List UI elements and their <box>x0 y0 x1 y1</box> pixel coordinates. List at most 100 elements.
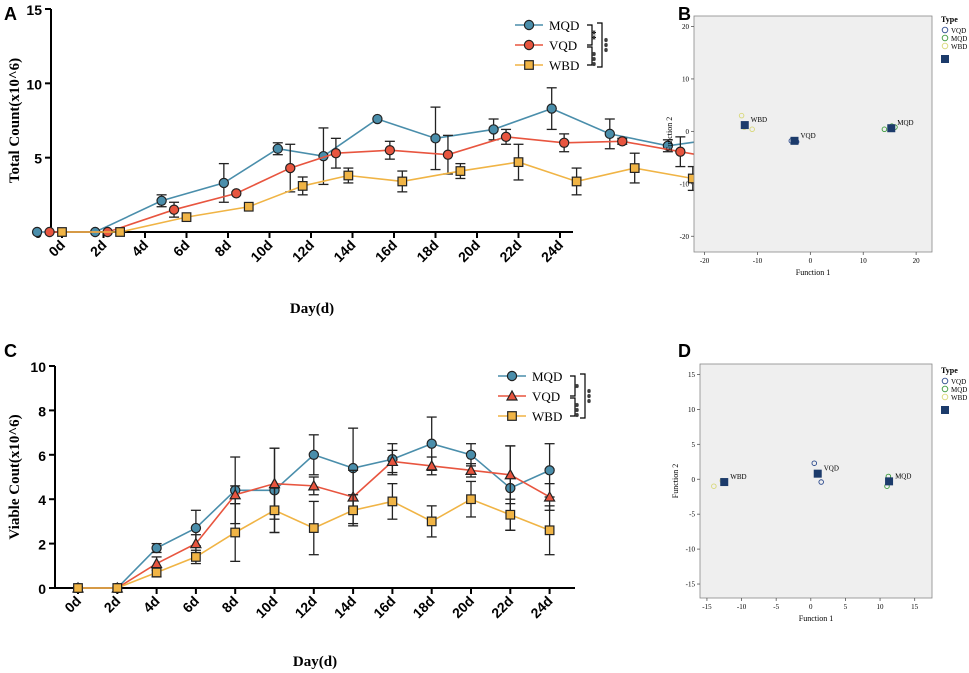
panel-letter-d: D <box>678 341 691 361</box>
significance-brackets: ******** <box>587 22 614 68</box>
data-point <box>629 163 640 173</box>
data-point <box>425 459 438 471</box>
x-tick-label: 5 <box>844 603 848 611</box>
x-tick-label: 14d <box>330 237 358 265</box>
legend-label: MQD <box>951 386 967 394</box>
group-point <box>711 483 717 489</box>
group-centroid <box>720 478 729 487</box>
panel-letter-a: A <box>4 4 17 24</box>
data-point <box>546 103 557 114</box>
y-tick-label: 15 <box>26 2 42 18</box>
x-tick-label: 18d <box>409 593 437 621</box>
data-point <box>387 496 398 507</box>
data-point <box>348 505 358 516</box>
legend-marker <box>506 370 518 382</box>
x-tick-label: 20d <box>449 593 477 621</box>
y-axis-title: Viable Cout(x10^6) <box>7 414 23 539</box>
legend-label: WBD <box>951 43 967 51</box>
x-tick-label: 2d <box>87 237 110 260</box>
data-point <box>604 128 616 140</box>
data-point <box>181 212 192 223</box>
legend-label: VQD <box>532 389 560 404</box>
x-tick-label: -15 <box>702 603 712 611</box>
data-point <box>455 166 466 176</box>
data-point <box>426 438 437 449</box>
bracket-mqd-wbd <box>580 373 586 419</box>
x-tick-label: 22d <box>488 593 516 621</box>
x-tick-label: -20 <box>700 257 710 265</box>
centroid-label: WBD <box>730 473 746 481</box>
data-point <box>151 567 162 578</box>
x-tick-label: 16d <box>372 237 400 265</box>
legend-label: VQD <box>951 27 966 35</box>
series-line-wbd <box>62 161 751 233</box>
legend-marker <box>941 34 949 42</box>
x-tick-label: 15 <box>911 603 919 611</box>
data-point <box>500 131 512 143</box>
group-vqd: VQD <box>788 132 816 145</box>
x-tick-label: 24d <box>527 593 555 621</box>
y-tick-label: 4 <box>38 492 46 508</box>
data-point <box>112 583 123 593</box>
data-point <box>662 140 674 151</box>
group-mqd: MQD <box>881 119 914 133</box>
x-tick-label: 16d <box>370 593 398 621</box>
y-tick-label: 8 <box>38 403 46 419</box>
series-wbd <box>57 143 756 237</box>
plot-area <box>693 15 933 253</box>
group-point <box>818 479 824 485</box>
group-point <box>749 126 755 133</box>
y-tick-label: -10 <box>686 546 696 554</box>
significance-mqd-vqd: ** <box>591 30 602 40</box>
data-point <box>466 494 476 505</box>
data-point <box>190 522 202 534</box>
significance-brackets: ******* <box>570 373 597 419</box>
data-point <box>465 449 477 460</box>
legend-title: Type <box>941 15 958 24</box>
data-point <box>115 227 126 237</box>
y-tick-label: 5 <box>34 151 42 167</box>
data-point <box>543 490 556 502</box>
group-centroid <box>885 477 894 486</box>
data-point <box>343 170 354 181</box>
x-axis-title: Function 1 <box>796 268 830 277</box>
y-axis-title: Total Count(x10^6) <box>7 58 23 183</box>
y-tick-label: -5 <box>689 511 695 519</box>
series-vqd <box>71 445 556 593</box>
panel-letter-b: B <box>678 4 691 24</box>
data-point <box>307 479 320 491</box>
data-point <box>513 157 524 168</box>
legend-marker <box>523 39 535 51</box>
data-point <box>330 148 342 159</box>
data-point <box>150 557 163 569</box>
group-point <box>881 126 888 133</box>
data-point <box>558 137 570 148</box>
data-point <box>488 124 499 135</box>
data-point <box>544 465 555 476</box>
data-point <box>571 176 582 187</box>
x-axis-title: Function 1 <box>799 614 833 623</box>
chart-panel-a: 0 5 10 15 0d 2d 4d 6d 8d 10d 12d 14d 16d 18d 20d 22d 24d… <box>7 2 756 317</box>
y-axis-title: Function 2 <box>665 117 674 151</box>
x-tick-label: -10 <box>753 257 763 265</box>
data-point <box>504 468 517 480</box>
legend-marker <box>524 60 534 70</box>
centroid-label: VQD <box>800 132 815 140</box>
x-tick-label: 10d <box>247 237 275 265</box>
y-tick-label: 0 <box>686 128 690 136</box>
legend-label: VQD <box>951 378 966 386</box>
legend-marker <box>941 385 949 393</box>
legend-title: Type <box>941 366 958 375</box>
data-point <box>218 177 230 189</box>
data-point <box>31 226 43 238</box>
x-tick-label: 0 <box>809 603 813 611</box>
x-tick-label: 20d <box>455 237 483 265</box>
data-point <box>189 537 202 549</box>
x-tick-label: 0 <box>809 257 813 265</box>
y-tick-label: 15 <box>688 371 696 379</box>
group-wbd: WBD <box>738 112 767 133</box>
x-tick-label: 12d <box>292 593 320 621</box>
x-tick-label: -5 <box>773 603 779 611</box>
